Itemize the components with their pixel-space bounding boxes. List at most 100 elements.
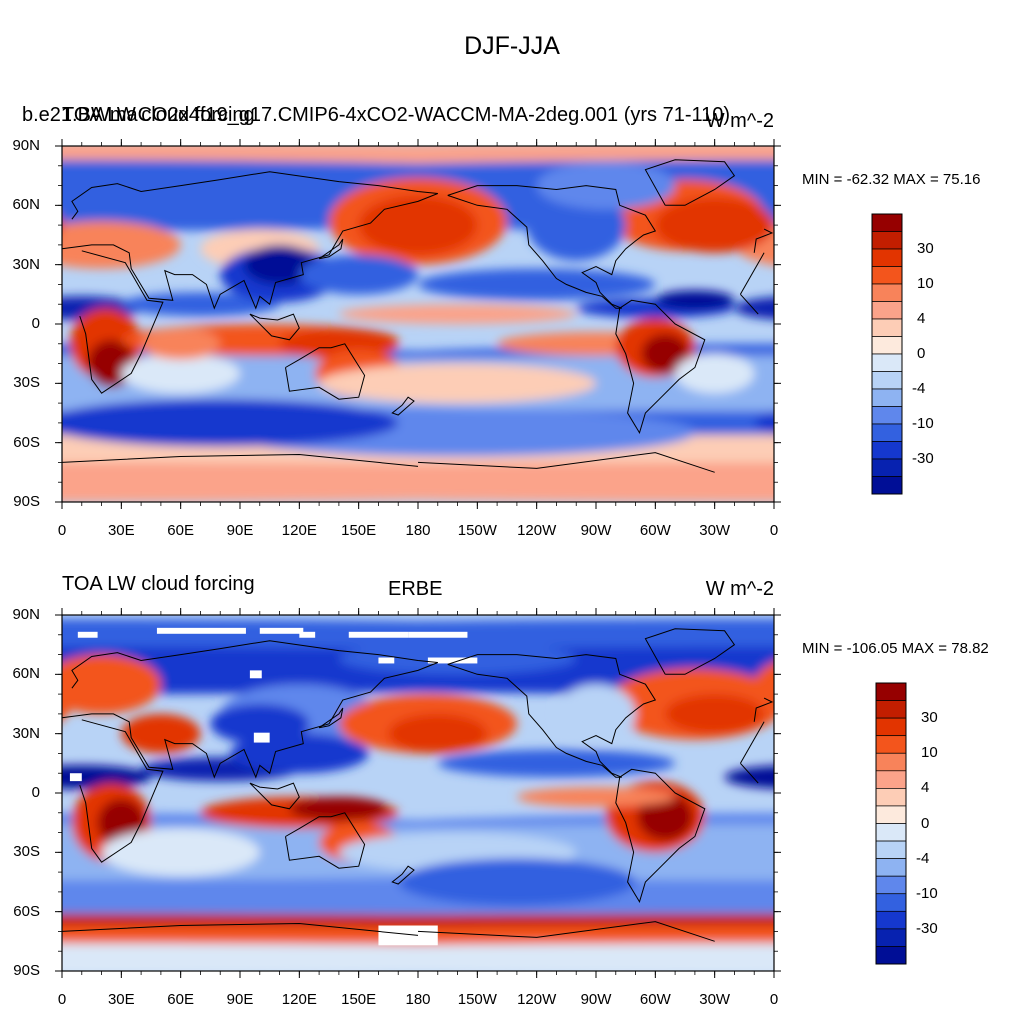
missing-data bbox=[408, 631, 468, 638]
field-blob bbox=[418, 268, 656, 301]
coastline bbox=[318, 238, 344, 260]
map-panel-erbe bbox=[62, 615, 1024, 971]
x-tick-label: 90W bbox=[580, 991, 612, 1008]
field-blob bbox=[942, 734, 1024, 774]
colorbar-label: 10 bbox=[921, 744, 938, 762]
field-blob bbox=[398, 858, 636, 906]
colorbar-swatch bbox=[875, 910, 907, 930]
field-blob bbox=[62, 654, 161, 714]
field-blob bbox=[556, 684, 636, 744]
field-blob bbox=[388, 713, 488, 754]
coastline bbox=[615, 768, 706, 904]
field-blob bbox=[734, 296, 774, 320]
panel2-title-right: W m^-2 bbox=[705, 578, 774, 600]
field-blob bbox=[299, 254, 418, 295]
colorbar-frame bbox=[871, 213, 903, 495]
colorbar-swatch bbox=[871, 441, 903, 460]
x-tick-label: 30E bbox=[107, 991, 135, 1008]
field-blob bbox=[289, 796, 389, 821]
field-blob bbox=[62, 462, 774, 502]
colorbar-swatch bbox=[875, 682, 907, 701]
field-blob bbox=[1001, 797, 1024, 821]
y-tick-label: 30N bbox=[12, 255, 40, 273]
y-tick-label: 60N bbox=[12, 196, 40, 214]
coastline bbox=[447, 185, 657, 309]
colorbar-swatch bbox=[875, 928, 907, 947]
x-tick-label: 60E bbox=[167, 522, 194, 539]
field-blob bbox=[992, 328, 1024, 360]
coastline bbox=[62, 640, 438, 779]
y-tick-label: 30S bbox=[13, 843, 40, 861]
colorbar-label: 30 bbox=[917, 240, 934, 257]
field-blob bbox=[62, 952, 141, 967]
y-tick-label: 0 bbox=[31, 784, 40, 801]
x-tick-label: 120W bbox=[517, 991, 557, 1008]
x-tick-label: 0 bbox=[57, 522, 67, 539]
colorbar-label: -30 bbox=[916, 919, 938, 937]
field-blob bbox=[675, 353, 755, 394]
colorbar-label: 30 bbox=[921, 709, 938, 727]
panel2-minmax: MIN = -106.05 MAX = 78.82 bbox=[802, 640, 989, 657]
coastline bbox=[249, 782, 300, 810]
missing-data bbox=[77, 631, 98, 638]
colorbar-label: -10 bbox=[912, 415, 934, 432]
x-tick-label: 150W bbox=[457, 522, 497, 539]
x-tick-label: 0 bbox=[769, 991, 779, 1008]
coastline bbox=[740, 293, 759, 315]
coastline bbox=[391, 396, 415, 416]
field-blob bbox=[800, 340, 847, 387]
field-blob bbox=[62, 687, 72, 721]
colorbar-swatch bbox=[871, 248, 903, 267]
field-blob bbox=[810, 799, 857, 846]
colorbar-swatch bbox=[875, 823, 907, 842]
field-blob bbox=[210, 704, 310, 744]
y-tick-label: 90N bbox=[12, 606, 40, 623]
field-blob bbox=[724, 765, 774, 789]
field-blob bbox=[932, 247, 1024, 302]
colorbar-label: 0 bbox=[921, 814, 930, 832]
y-tick-label: 60S bbox=[13, 902, 40, 920]
colorbar-swatch bbox=[875, 858, 907, 877]
field-blob bbox=[62, 179, 141, 211]
field-blob bbox=[0, 290, 22, 310]
field-blob bbox=[833, 292, 991, 316]
coastline bbox=[644, 628, 736, 675]
missing-data bbox=[378, 657, 395, 664]
x-tick-label: 180 bbox=[405, 522, 431, 539]
colorbar-swatch bbox=[875, 752, 907, 772]
field-blob bbox=[956, 245, 1024, 285]
field-blob bbox=[62, 765, 151, 790]
x-tick-label: 90E bbox=[226, 522, 254, 539]
y-tick-label: 60N bbox=[12, 665, 40, 683]
coastline bbox=[739, 721, 765, 764]
x-tick-label: 60E bbox=[167, 991, 194, 1008]
coastline bbox=[447, 654, 657, 778]
x-tick-label: 150E bbox=[341, 991, 377, 1008]
y-tick-label: 90S bbox=[13, 493, 40, 510]
coastline bbox=[62, 171, 438, 310]
coastline bbox=[318, 707, 344, 729]
field-blob bbox=[121, 292, 280, 317]
colorbar-swatch bbox=[875, 770, 907, 789]
field-blob bbox=[338, 304, 577, 324]
colorbar-swatch bbox=[875, 875, 907, 895]
colorbar-label: 0 bbox=[917, 345, 926, 362]
colorbar-swatch bbox=[875, 946, 907, 965]
field-blob bbox=[62, 221, 181, 269]
x-tick-label: 0 bbox=[57, 991, 67, 1008]
x-tick-label: 180 bbox=[405, 991, 431, 1008]
y-tick-label: 0 bbox=[31, 315, 40, 332]
colorbar-swatch bbox=[871, 458, 903, 477]
colorbar-label: 4 bbox=[921, 779, 930, 797]
x-tick-label: 60W bbox=[639, 522, 671, 539]
y-tick-label: 30S bbox=[13, 374, 40, 392]
field-blob bbox=[665, 694, 765, 734]
coastline bbox=[753, 228, 774, 253]
coastline bbox=[285, 812, 366, 869]
coastline bbox=[644, 159, 736, 206]
x-tick-label: 150E bbox=[341, 522, 377, 539]
field-blob bbox=[655, 290, 735, 311]
coastline bbox=[739, 252, 765, 295]
coastline bbox=[740, 762, 759, 784]
field-blob bbox=[121, 353, 240, 394]
